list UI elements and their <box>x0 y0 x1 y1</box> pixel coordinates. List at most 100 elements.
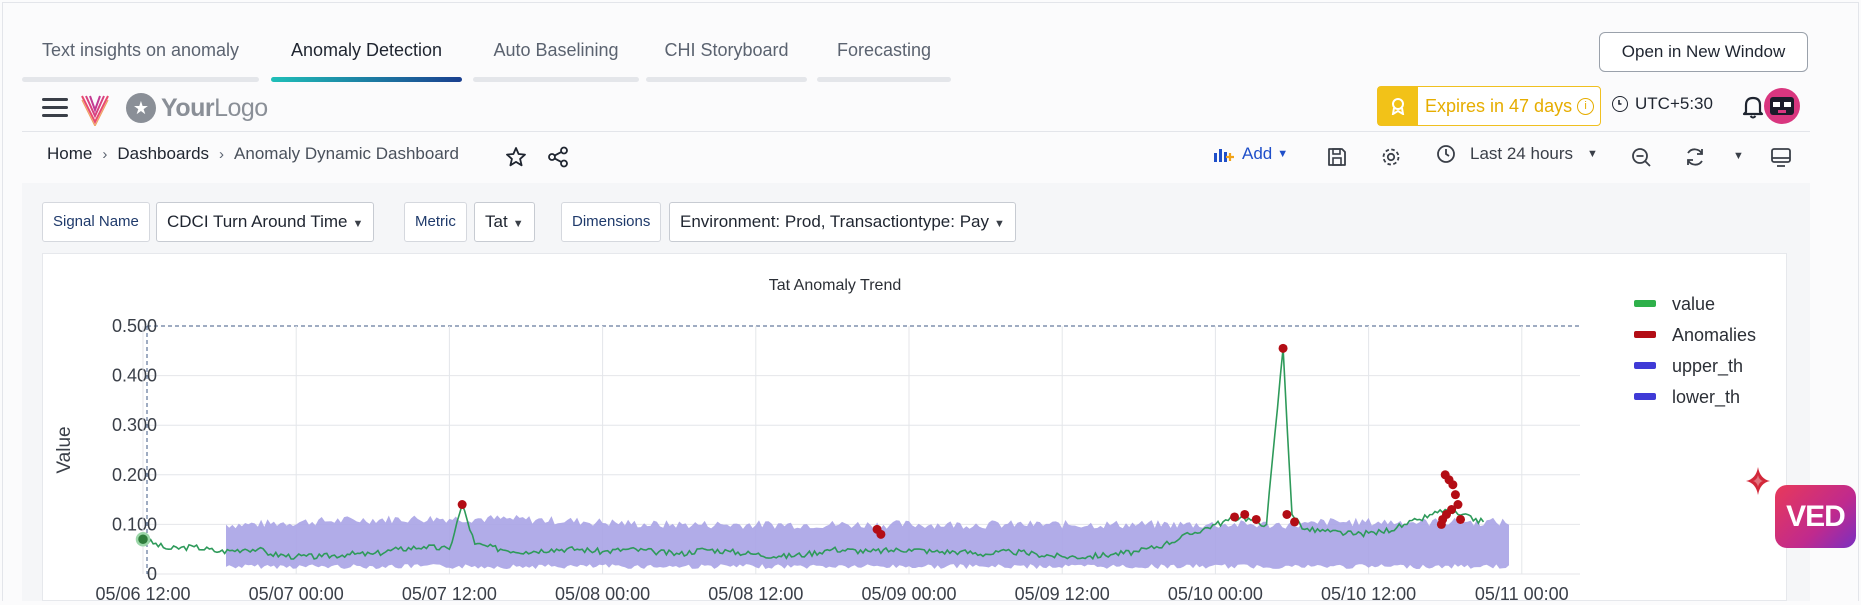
tab-label: Auto Baselining <box>493 40 619 60</box>
y-tick-label: 0 <box>147 564 157 584</box>
x-tick-label: 05/09 12:00 <box>1015 584 1110 600</box>
anomaly-point <box>1450 490 1460 500</box>
award-icon <box>1378 87 1418 125</box>
x-tick-label: 05/09 00:00 <box>861 584 956 600</box>
open-in-new-window-button[interactable]: Open in New Window <box>1599 32 1808 72</box>
ai-sparkle-icon[interactable] <box>1745 466 1771 496</box>
logo[interactable]: ★ YourLogo <box>126 91 268 125</box>
legend-label: lower_th <box>1672 387 1740 408</box>
time-range-picker[interactable]: Last 24 hours ▼ <box>1436 144 1598 164</box>
anomaly-point <box>1453 500 1463 510</box>
y-tick-label: 0.100 <box>112 514 157 534</box>
favorite-star-icon[interactable] <box>505 146 527 168</box>
tab-label: Anomaly Detection <box>290 40 443 60</box>
signal-name-select[interactable]: CDCI Turn Around Time ▼ <box>156 202 375 242</box>
y-tick-label: 0.400 <box>112 366 157 386</box>
anomaly-point <box>1240 509 1250 519</box>
x-tick-label: 05/08 12:00 <box>708 584 803 600</box>
chevron-down-icon: ▼ <box>1277 148 1289 160</box>
anomaly-point <box>1448 480 1458 490</box>
tab-text-insights[interactable]: Text insights on anomaly <box>22 30 259 82</box>
anomaly-point <box>1230 512 1240 522</box>
bell-icon[interactable] <box>1740 94 1766 120</box>
y-tick-label: 0.300 <box>112 415 157 435</box>
tab-anomaly-detection[interactable]: Anomaly Detection <box>271 30 462 82</box>
breadcrumb-dashboards[interactable]: Dashboards <box>117 144 210 163</box>
y-tick-label: 0.500 <box>112 316 157 336</box>
x-tick-label: 05/08 00:00 <box>555 584 650 600</box>
metric-select[interactable]: Tat ▼ <box>474 202 535 242</box>
signal-name-value: CDCI Turn Around Time <box>167 212 348 231</box>
anomaly-trend-chart: Tat Anomaly Trend 0 0.100 0.200 0.300 0.400 0.… <box>54 277 1756 604</box>
user-avatar[interactable] <box>1764 88 1800 124</box>
anomaly-point <box>876 529 886 539</box>
anomaly-point <box>1278 343 1288 353</box>
ved-assistant-badge[interactable]: VED <box>1775 485 1856 548</box>
threshold-band-area <box>226 515 1509 569</box>
refresh-interval-chevron-icon[interactable]: ▼ <box>1733 150 1744 162</box>
tab-label: Forecasting <box>836 40 932 60</box>
tab-forecasting[interactable]: Forecasting <box>817 30 951 82</box>
brand-mark-icon <box>81 95 109 126</box>
legend-label: upper_th <box>1672 356 1743 377</box>
x-tick-label: 05/10 00:00 <box>1168 584 1263 600</box>
clock-icon <box>1437 145 1455 163</box>
logo-text-light: Logo <box>214 93 268 122</box>
tab-label: Text insights on anomaly <box>41 40 240 60</box>
anomaly-point <box>457 500 467 510</box>
tv-mode-icon[interactable] <box>1770 146 1792 168</box>
x-tick-label: 05/07 00:00 <box>249 584 344 600</box>
y-axis-label: Value <box>54 426 75 473</box>
tab-underline <box>646 77 807 82</box>
dimensions-select[interactable]: Environment: Prod, Transactiontype: Pay ▼ <box>669 202 1016 242</box>
gear-icon[interactable] <box>1380 146 1402 168</box>
chevron-down-icon: ▼ <box>1587 148 1598 160</box>
license-expiry-badge[interactable]: Expires in 47 days i <box>1377 86 1601 126</box>
chevron-down-icon: ▼ <box>352 218 364 230</box>
chart-title: Tat Anomaly Trend <box>769 277 902 294</box>
refresh-icon[interactable] <box>1684 146 1706 168</box>
legend-swatch <box>1634 393 1656 400</box>
time-range-label: Last 24 hours <box>1470 144 1574 163</box>
legend-label: value <box>1672 294 1715 314</box>
legend-swatch <box>1634 331 1656 338</box>
tab-underline <box>817 77 951 82</box>
chart-card: Tat Anomaly Trend 0 0.100 0.200 0.300 0.400 0.… <box>42 253 1787 604</box>
add-panel-button[interactable]: Add ▼ <box>1213 144 1288 164</box>
expiry-text: Expires in 47 days <box>1425 95 1573 116</box>
breadcrumb-home[interactable]: Home <box>47 144 93 163</box>
timezone-indicator[interactable]: UTC+5:30 <box>1612 94 1713 114</box>
series-start-point <box>135 532 151 547</box>
hamburger-menu-icon[interactable] <box>42 98 68 118</box>
series-value-line <box>142 348 1485 561</box>
anomaly-point <box>1290 517 1300 527</box>
timezone-text: UTC+5:30 <box>1635 94 1713 113</box>
dimensions-value: Environment: Prod, Transactiontype: Pay <box>680 212 989 231</box>
tab-auto-baselining[interactable]: Auto Baselining <box>473 30 639 82</box>
anomaly-point <box>1251 514 1261 524</box>
metric-label: Metric <box>404 202 467 242</box>
tab-underline <box>473 77 639 82</box>
x-tick-label: 05/11 00:00 <box>1475 584 1569 600</box>
save-icon[interactable] <box>1326 146 1348 168</box>
tab-label: CHI Storyboard <box>664 40 789 60</box>
logo-star-icon: ★ <box>126 93 156 123</box>
x-tick-label: 05/06 12:00 <box>95 584 190 600</box>
tab-underline <box>22 77 259 82</box>
x-tick-label: 05/10 12:00 <box>1321 584 1416 600</box>
breadcrumb-current: Anomaly Dynamic Dashboard <box>234 144 459 163</box>
breadcrumb: Home › Dashboards › Anomaly Dynamic Dash… <box>47 144 459 164</box>
chevron-down-icon: ▼ <box>994 218 1005 230</box>
anomaly-point <box>1282 509 1292 519</box>
zoom-out-icon[interactable] <box>1630 146 1652 168</box>
x-tick-label: 05/07 12:00 <box>402 584 497 600</box>
anomaly-point <box>1436 519 1446 529</box>
legend-swatch <box>1634 300 1656 307</box>
breadcrumb-separator: › <box>219 145 225 163</box>
info-icon[interactable]: i <box>1577 97 1595 115</box>
tab-chi-storyboard[interactable]: CHI Storyboard <box>646 30 807 82</box>
share-icon[interactable] <box>547 146 569 168</box>
add-chart-icon <box>1214 149 1234 162</box>
metric-value: Tat <box>485 212 508 231</box>
tab-underline <box>271 77 462 82</box>
